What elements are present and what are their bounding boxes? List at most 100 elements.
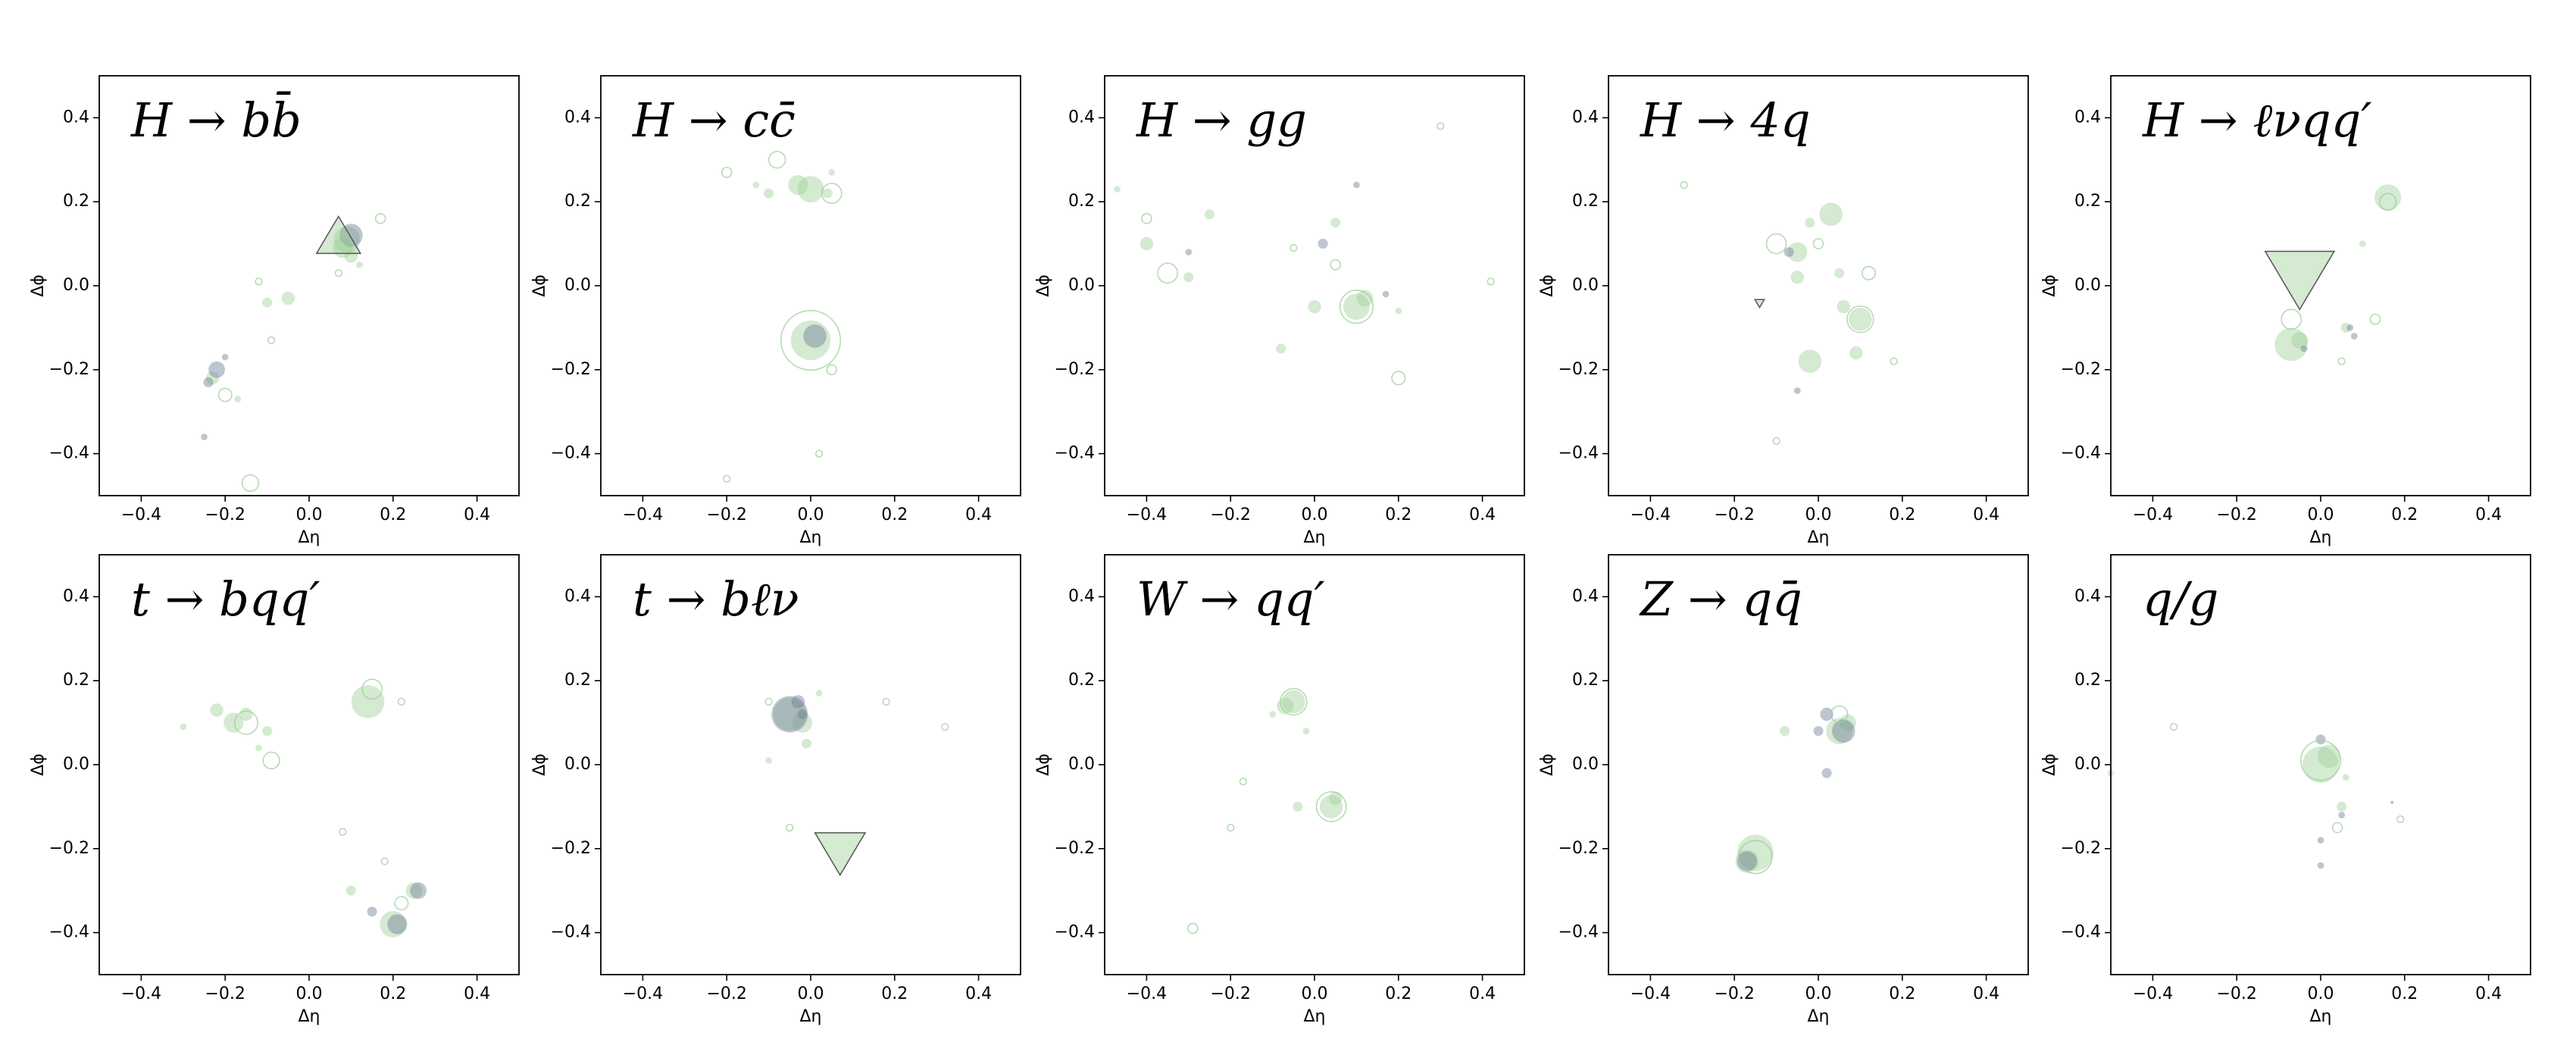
point [1819,202,1843,227]
point [380,857,389,865]
point [201,433,208,440]
panel-title: H → gg [1136,92,1307,148]
point [2390,800,2394,805]
x-axis-label: Δη [2310,1007,2332,1026]
x-tick-label: 0.2 [380,984,406,1003]
y-tick-label: 0.4 [1068,108,1095,127]
point [2378,192,2397,211]
point [1849,346,1863,360]
panel: −0.4 −0.2 0.0 0.2 0.4 −0.4 −0.2 0.0 0.2 0.4 Δη Δϕ H … [2040,75,2531,547]
point [822,188,833,199]
x-tick-label: 0.4 [1973,505,1999,524]
panel-title: H → bb̄ [130,91,302,148]
point [234,396,242,402]
x-tick-label: −0.2 [2216,505,2256,524]
point [1821,768,1832,778]
y-tick-label: 0.2 [1068,671,1095,690]
point [367,906,377,917]
point [1765,233,1787,255]
point [1276,343,1286,354]
point [2169,723,2178,731]
point [267,336,276,345]
point [339,224,363,247]
y-tick-label: 0.0 [63,755,89,774]
x-tick-label: 0.2 [1385,505,1411,524]
y-tick-label: 0.2 [1068,192,1095,211]
x-tick-label: 0.4 [464,984,490,1003]
point [1353,181,1360,189]
point [356,261,363,268]
point [394,896,409,911]
panel: −0.4 −0.2 0.0 0.2 0.4 −0.4 −0.2 0.0 0.2 0.4 Δη Δϕ q/… [2040,554,2531,1026]
point [1140,236,1154,251]
point [1157,262,1178,284]
y-tick-label: 0.0 [2074,755,2101,774]
panel: −0.4 −0.2 0.0 0.2 0.4 −0.4 −0.2 0.0 0.2 0.4 Δη Δϕ Z … [1538,554,2029,1026]
x-tick-label: 0.2 [881,984,908,1003]
axes-frame [600,75,1021,496]
y-tick-label: −0.4 [1558,923,1599,942]
x-tick-label: 0.4 [1973,984,1999,1003]
point [723,474,731,483]
point [1391,371,1406,386]
point [2300,345,2308,352]
y-tick-label: −0.2 [1558,360,1599,379]
y-tick-label: −0.4 [551,444,591,463]
y-tick-label: 0.4 [63,108,89,127]
y-axis-label: Δϕ [530,274,549,297]
x-tick-label: 0.0 [798,984,824,1003]
point [1839,714,1856,731]
axes-frame [1608,554,2029,975]
point [262,726,273,737]
point [2302,746,2339,783]
point [788,174,808,196]
point [2317,837,2324,844]
y-tick-label: 0.4 [2074,587,2101,606]
point [792,712,813,733]
point [791,695,805,709]
y-tick-label: 0.0 [1572,755,1599,774]
y-tick-label: −0.2 [49,360,89,379]
y-tick-label: 0.4 [1572,108,1599,127]
x-tick-label: 0.4 [464,505,490,524]
axes-frame [98,554,520,975]
y-axis-label: Δϕ [1538,753,1557,776]
panel: −0.4 −0.2 0.0 0.2 0.4 −0.4 −0.2 0.0 0.2 0.4 Δη Δϕ H … [1538,75,2029,547]
point [2338,812,2346,818]
x-tick-label: −0.2 [1210,984,1250,1003]
x-tick-label: 0.4 [2475,505,2502,524]
point [1302,728,1310,735]
x-tick-label: −0.2 [2216,984,2256,1003]
y-tick-label: −0.2 [49,839,89,858]
point [1282,690,1305,714]
point [2264,250,2336,311]
point [1784,247,1794,258]
point [203,377,214,387]
point [397,697,405,706]
x-tick-label: −0.2 [1210,505,1250,524]
point [1890,357,1898,365]
x-axis-label: Δη [1304,1007,1326,1026]
point [1382,290,1390,298]
y-tick-label: −0.4 [2061,444,2101,463]
y-tick-label: 0.0 [1068,276,1095,295]
y-tick-label: −0.4 [1558,444,1599,463]
point [1735,850,1759,873]
x-tick-label: 0.0 [1805,984,1832,1003]
y-tick-label: −0.4 [551,923,591,942]
x-tick-label: 0.4 [1469,984,1496,1003]
panel-title: t → bℓν [633,571,799,627]
point [262,297,273,308]
y-tick-label: 0.0 [1068,755,1095,774]
y-tick-label: 0.2 [63,671,89,690]
x-tick-label: 0.2 [380,505,406,524]
x-tick-label: 0.4 [965,984,992,1003]
y-tick-label: 0.2 [564,671,591,690]
x-tick-label: 0.4 [1469,505,1496,524]
point [405,882,423,900]
point [1837,299,1850,314]
y-tick-label: 0.4 [564,108,591,127]
point [1849,308,1872,331]
point [1436,122,1445,130]
y-tick-label: 0.2 [63,192,89,211]
